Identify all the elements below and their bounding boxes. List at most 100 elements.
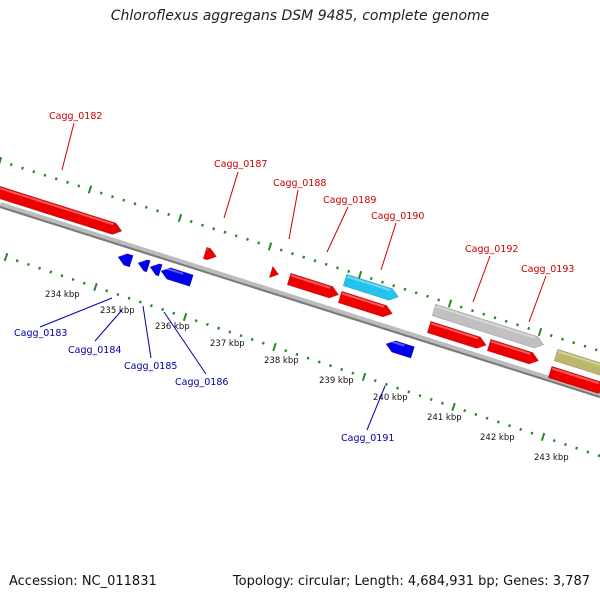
tick-mark: [361, 372, 367, 382]
gene-label-forward: Cagg_0182: [49, 111, 102, 122]
tick-mark: [21, 166, 24, 170]
tick-mark: [418, 394, 422, 398]
tick-mark: [552, 439, 556, 443]
tick-mark: [295, 352, 299, 357]
gene-arrow-cagg-0182-highlight: [0, 186, 114, 226]
tick-mark: [127, 296, 131, 300]
tick-mark: [384, 382, 388, 387]
tick-mark: [257, 241, 261, 245]
tick-mark: [156, 209, 159, 213]
tick-mark: [381, 280, 384, 284]
gene-label-reverse-leader: [366, 385, 386, 431]
tick-mark: [504, 319, 508, 323]
gene-label-forward: Cagg_0192: [465, 244, 518, 255]
gene-label-forward-leader: [380, 222, 397, 271]
gene-arrow-cagg-0193-highlight: [551, 367, 600, 385]
gene-arrow-cagg-0193: [547, 365, 600, 394]
gene-arrow-cagg-0189b-shape: [337, 290, 393, 318]
tick-mark: [493, 316, 497, 320]
gene-label-reverse: Cagg_0183: [14, 328, 67, 339]
tick-mark: [407, 390, 411, 394]
scale-label: 240 kbp: [373, 393, 408, 403]
gene-arrow-cagg-0187-shape: [202, 246, 217, 261]
gene-arrow-cagg-0191: [385, 339, 415, 359]
gene-arrow-cagg-0193-red: [486, 338, 540, 365]
gene-label-forward-leader: [326, 206, 349, 253]
gene-arrow-cagg-0186-highlight: [162, 266, 184, 275]
tick-mark: [212, 227, 216, 231]
tick-mark: [403, 287, 407, 291]
tick-mark: [485, 416, 489, 420]
tick-mark: [508, 424, 511, 428]
tick-mark: [537, 327, 543, 337]
tick-mark: [182, 312, 188, 322]
map-title: Chloroflexus aggregans DSM 9485, complet…: [110, 8, 490, 24]
tick-mark: [561, 337, 564, 341]
tick-mark: [563, 442, 567, 447]
tick-mark: [26, 262, 30, 267]
tick-mark: [317, 360, 321, 364]
tick-mark: [116, 292, 120, 297]
backbone-line: [0, 202, 600, 398]
tick-mark: [463, 409, 467, 413]
tick-mark: [597, 454, 600, 458]
scale-label: 235 kbp: [100, 306, 135, 316]
scale-label: 234 kbp: [45, 290, 80, 300]
gene-label-reverse: Cagg_0186: [175, 377, 228, 388]
accession-text: Accession: NC_011831: [9, 574, 157, 589]
scale-label: 237 kbp: [210, 339, 245, 349]
tick-mark: [440, 401, 444, 405]
gene-arrow-cagg-0192-highlight: [435, 305, 536, 339]
tick-mark: [572, 341, 576, 345]
tick-mark: [161, 307, 165, 312]
gene-arrow-cagg-0192-red-highlight: [430, 322, 479, 340]
tick-mark: [496, 420, 500, 424]
tick-mark: [540, 432, 546, 442]
scale-label: 241 kbp: [427, 413, 462, 423]
gene-arrow-cagg-0183-highlight: [119, 252, 124, 256]
tick-mark: [172, 311, 176, 315]
tick-mark: [306, 356, 310, 360]
gene-arrow-cagg-0186: [160, 266, 194, 287]
tick-mark: [9, 163, 13, 167]
tick-mark: [239, 334, 243, 338]
gene-arrow-cagg-0194-highlight: [557, 350, 600, 368]
gene-label-forward: Cagg_0187: [214, 159, 267, 170]
scale-label: 242 kbp: [480, 433, 515, 443]
gene-label-forward-leader: [472, 255, 491, 303]
gene-label-forward-leader: [61, 122, 75, 171]
tick-mark: [284, 349, 288, 353]
gene-arrow-cagg-0184: [137, 259, 151, 273]
gene-arrow-cagg-0189b-highlight: [341, 292, 385, 308]
gene-arrow-cagg-0182: [0, 184, 123, 235]
gene-arrow-cagg-0193-red-shape: [486, 338, 540, 365]
tick-mark: [437, 298, 441, 302]
tick-mark: [519, 427, 523, 432]
tick-mark: [246, 237, 249, 241]
tick-mark: [177, 213, 183, 223]
tick-mark: [549, 333, 553, 338]
gene-arrow-cagg-0189-highlight: [290, 274, 331, 289]
tick-mark: [66, 180, 69, 184]
tick-mark: [49, 270, 53, 274]
gene-label-reverse: Cagg_0184: [68, 345, 121, 356]
tick-mark: [447, 299, 453, 308]
gene-arrow-cagg-0189: [286, 272, 340, 299]
gene-arrow-cagg-0194-shape: [553, 348, 600, 377]
gene-label-forward: Cagg_0188: [273, 178, 326, 189]
tick-mark: [336, 266, 339, 270]
gene-arrow-cagg-0192: [431, 303, 545, 349]
gene-arrow-cagg-0191-shape: [385, 340, 415, 359]
gene-arrow-cagg-0188-shape: [268, 265, 280, 279]
tick-mark: [396, 386, 400, 390]
gene-label-forward: Cagg_0189: [323, 195, 376, 206]
tick-mark: [329, 364, 332, 368]
gene-arrow-cagg-0192-red-shape: [426, 320, 487, 349]
gene-arrow-cagg-0191-highlight: [387, 339, 405, 347]
gene-label-reverse: Cagg_0185: [124, 361, 177, 372]
scale-label: 243 kbp: [534, 453, 569, 463]
backbone-line-core: [0, 206, 600, 398]
tick-mark: [586, 450, 590, 454]
tick-mark: [15, 259, 19, 263]
